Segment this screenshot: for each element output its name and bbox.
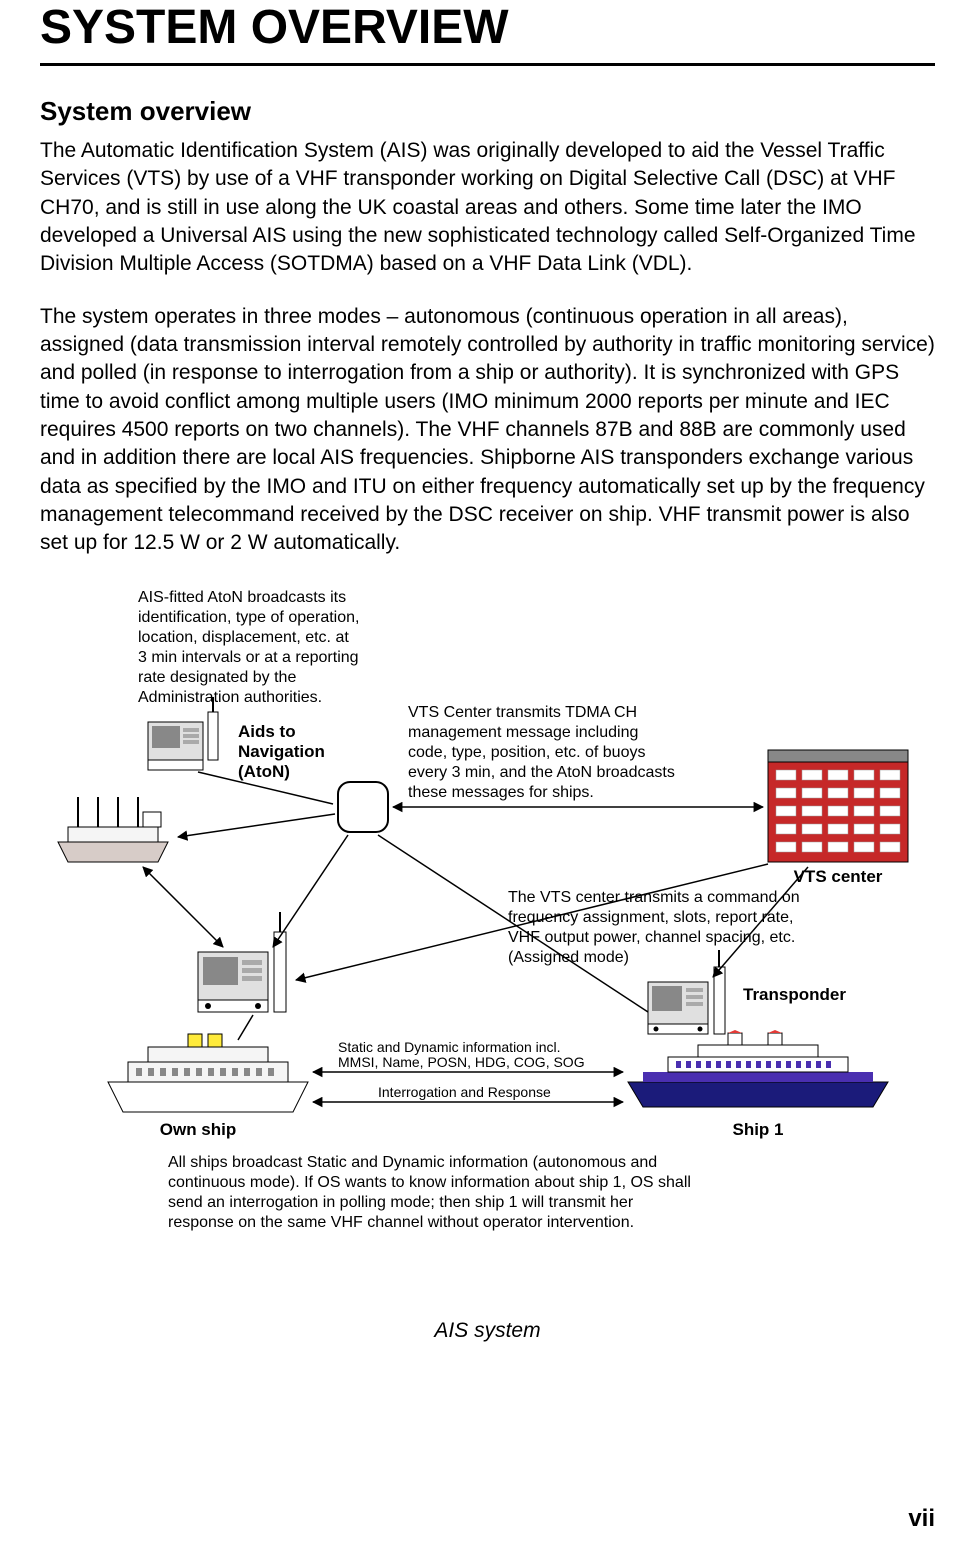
paragraph-2: The system operates in three modes – aut…: [40, 303, 935, 558]
aton-note: AIS-fitted AtoN broadcasts its identific…: [138, 589, 359, 706]
ais-system-diagram: AIS-fitted AtoN broadcasts its identific…: [48, 582, 928, 1343]
bottom-note: All ships broadcast Static and Dynamic i…: [168, 1154, 691, 1231]
svg-text:send an interrogation in polli: send an interrogation in polling mode; t…: [168, 1194, 634, 1211]
svg-text:Interrogation and Response: Interrogation and Response: [378, 1084, 551, 1100]
ship1-display-icon: [648, 950, 725, 1034]
svg-text:identification, type of operat: identification, type of operation,: [138, 609, 359, 626]
svg-text:code, type, position, etc. of: code, type, position, etc. of buoys: [408, 744, 645, 761]
svg-text:MMSI, Name, POSN, HDG, COG, SO: MMSI, Name, POSN, HDG, COG, SOG: [338, 1054, 585, 1070]
aton-label: Aids to Navigation (AtoN): [238, 722, 325, 781]
paragraph-1: The Automatic Identification System (AIS…: [40, 137, 935, 279]
svg-text:Navigation: Navigation: [238, 742, 325, 761]
title-rule: [40, 63, 935, 66]
exchange-labels: Static and Dynamic information incl. MMS…: [338, 1039, 585, 1100]
vts-center-icon: [768, 750, 908, 862]
ship1-icon: [628, 1030, 888, 1107]
svg-text:every 3 min, and the AtoN broa: every 3 min, and the AtoN broadcasts: [408, 764, 675, 781]
transponder-label: Transponder: [743, 985, 846, 1004]
svg-text:location, displacement, etc. a: location, displacement, etc. at: [138, 629, 349, 646]
svg-text:VTS Center transmits TDMA CH: VTS Center transmits TDMA CH: [408, 704, 637, 721]
svg-text:response on the same VHF chann: response on the same VHF channel without…: [168, 1214, 634, 1231]
main-title: SYSTEM OVERVIEW: [40, 0, 935, 55]
aton-display-icon: [148, 697, 218, 770]
own-ship-label: Own ship: [159, 1120, 236, 1139]
page: SYSTEM OVERVIEW System overview The Auto…: [0, 0, 975, 1553]
page-number: vii: [908, 1505, 935, 1533]
svg-text:Static and Dynamic information: Static and Dynamic information incl.: [338, 1039, 561, 1055]
svg-text:Administration authorities.: Administration authorities.: [138, 689, 322, 706]
svg-text:All ships broadcast Static and: All ships broadcast Static and Dynamic i…: [168, 1154, 657, 1171]
vts-center-label: VTS center: [793, 867, 882, 886]
svg-text:these messages for ships.: these messages for ships.: [408, 784, 594, 801]
svg-text:continuous mode). If OS wants: continuous mode). If OS wants to know in…: [168, 1174, 691, 1191]
vts-note: VTS Center transmits TDMA CH management …: [408, 704, 675, 801]
svg-text:Aids to: Aids to: [238, 722, 296, 741]
ship1-label: Ship 1: [732, 1120, 783, 1139]
aton-buoy-icon: [338, 782, 388, 832]
sub-title: System overview: [40, 96, 935, 127]
own-ship-display-icon: [198, 912, 286, 1012]
svg-text:AIS-fitted AtoN broadcasts its: AIS-fitted AtoN broadcasts its: [138, 589, 346, 606]
svg-text:(Assigned mode): (Assigned mode): [508, 949, 629, 966]
tanker-ship-icon: [58, 797, 168, 862]
svg-text:3 min intervals or at a report: 3 min intervals or at a reporting: [138, 649, 359, 666]
svg-text:rate designated by the: rate designated by the: [138, 669, 296, 686]
own-ship-icon: [108, 1034, 308, 1112]
diagram-caption: AIS system: [48, 1319, 928, 1343]
svg-text:management message including: management message including: [408, 724, 638, 741]
svg-text:(AtoN): (AtoN): [238, 762, 290, 781]
